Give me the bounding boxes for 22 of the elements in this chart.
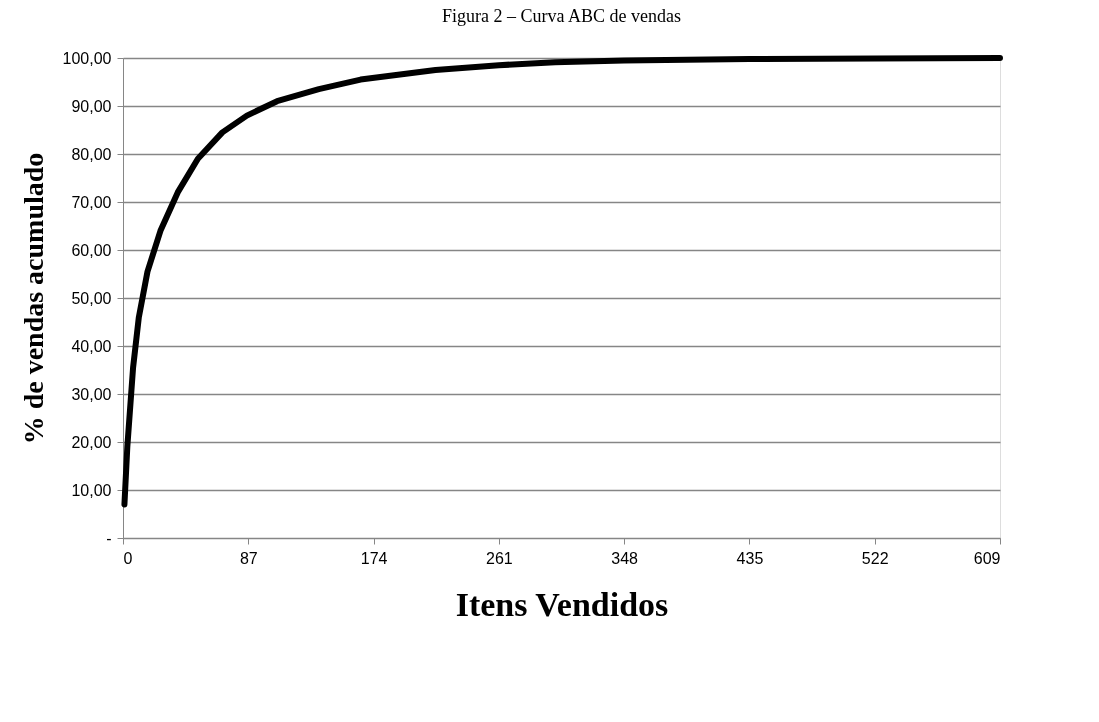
x-tick-label: 87 <box>239 549 258 567</box>
y-tick-label: 60,00 <box>71 241 112 259</box>
y-tick-label: 10,00 <box>71 481 112 499</box>
y-tick-label: 100,00 <box>62 49 112 67</box>
y-tick-label: 90,00 <box>71 97 112 115</box>
y-tick-label: 20,00 <box>71 433 112 451</box>
x-tick-label: 522 <box>861 549 889 567</box>
y-tick-label: 50,00 <box>71 289 112 307</box>
y-axis-title: % de vendas acumulado <box>17 152 49 445</box>
x-axis-title: Itens Vendidos <box>455 585 669 623</box>
y-tick-label: 40,00 <box>71 337 112 355</box>
x-tick-label: 348 <box>611 549 639 567</box>
x-tick-label: 261 <box>486 549 513 567</box>
y-tick-label: 70,00 <box>71 193 112 211</box>
y-tick-label: 30,00 <box>71 385 112 403</box>
x-tick-label: 174 <box>360 549 388 567</box>
x-tick-label: 0 <box>123 549 133 567</box>
y-tick-label: - <box>106 529 112 547</box>
x-tick-label: 609 <box>973 549 1001 567</box>
y-tick-label: 80,00 <box>71 145 112 163</box>
chart-title: Figura 2 – Curva ABC de vendas <box>442 6 681 26</box>
x-tick-label: 435 <box>736 549 764 567</box>
